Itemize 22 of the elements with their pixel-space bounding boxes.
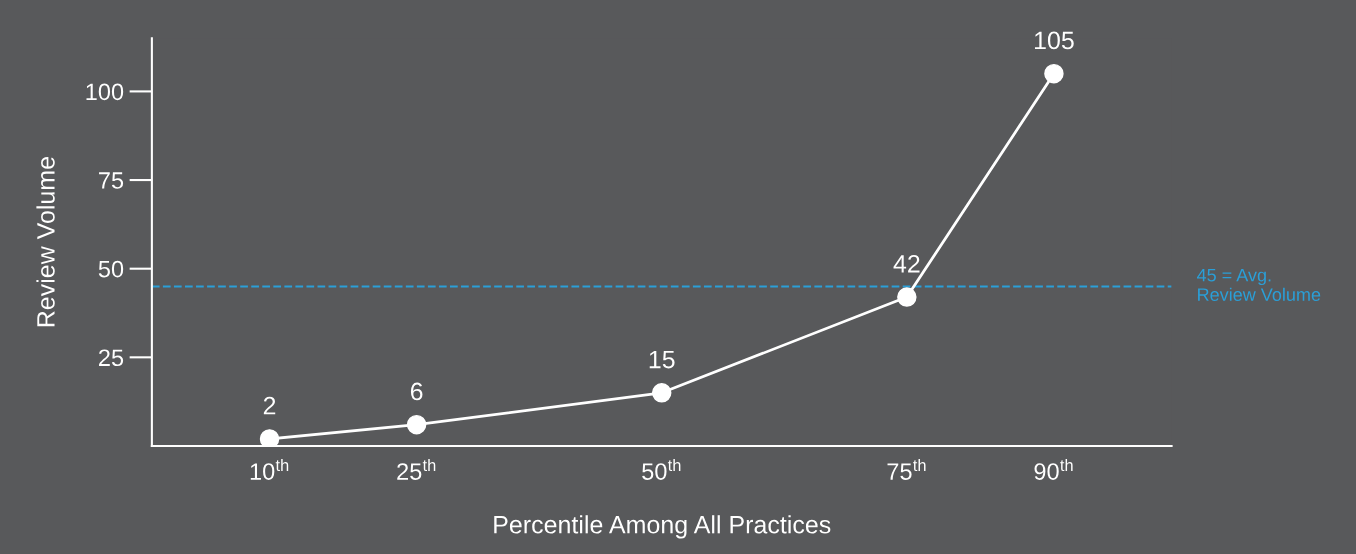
point xyxy=(259,429,280,446)
x-tick-label: 90$^{th}$ xyxy=(1034,458,1073,480)
x-tick-label: 50$^{th}$ xyxy=(642,458,681,480)
data-label: 6 xyxy=(410,382,423,401)
x-tick-label: 75$^{th}$ xyxy=(887,458,926,480)
data-label: 105 xyxy=(1034,31,1074,50)
y-tick-label: 100 xyxy=(86,83,124,101)
y-tick-label: 75 xyxy=(99,172,124,189)
point xyxy=(897,287,917,307)
data-label: 2 xyxy=(263,396,276,415)
x-tick-label: 25$^{th}$ xyxy=(397,458,436,480)
y-axis-title: Review Volume xyxy=(36,157,55,327)
point xyxy=(1044,63,1064,84)
point xyxy=(406,414,427,435)
y-tick-label: 25 xyxy=(99,349,124,367)
x-axis-title: Percentile Among All Practices xyxy=(494,515,831,539)
data-label: 15 xyxy=(649,350,675,369)
point xyxy=(652,383,672,403)
y-tick-label: 50 xyxy=(98,260,124,278)
data-label: 42 xyxy=(893,254,920,273)
ref-line-label: 45 = Avg. Review Volume xyxy=(1197,268,1321,301)
x-tick-label: 10$^{th}$ xyxy=(250,458,289,480)
